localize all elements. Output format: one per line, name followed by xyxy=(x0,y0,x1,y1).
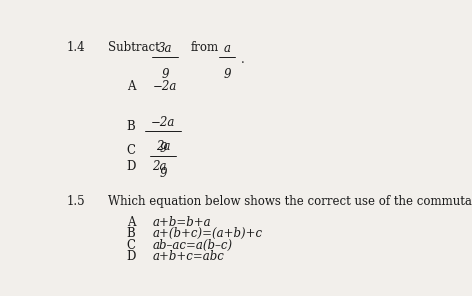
Text: a+b=b+a: a+b=b+a xyxy=(152,216,211,229)
Text: D: D xyxy=(126,250,136,263)
Text: 2a: 2a xyxy=(156,141,170,153)
Text: Which equation below shows the correct use of the commutative property?: Which equation below shows the correct u… xyxy=(109,195,472,208)
Text: C: C xyxy=(126,239,135,252)
Text: 9: 9 xyxy=(224,68,231,81)
Text: B: B xyxy=(126,120,135,133)
Text: A: A xyxy=(126,80,135,93)
Text: 3a: 3a xyxy=(158,42,172,55)
Text: ab–ac=a(b–c): ab–ac=a(b–c) xyxy=(152,239,232,252)
Text: C: C xyxy=(126,144,135,157)
Text: B: B xyxy=(126,227,135,240)
Text: a: a xyxy=(224,42,231,55)
Text: a+(b+c)=(a+b)+c: a+(b+c)=(a+b)+c xyxy=(152,227,262,240)
Text: A: A xyxy=(126,216,135,229)
Text: .: . xyxy=(241,53,245,66)
Text: 9: 9 xyxy=(160,142,167,155)
Text: 2a: 2a xyxy=(152,160,167,173)
Text: 9: 9 xyxy=(161,68,169,81)
Text: −2a: −2a xyxy=(152,80,177,93)
Text: from: from xyxy=(191,41,219,54)
Text: 1.5: 1.5 xyxy=(66,195,85,208)
Text: 9: 9 xyxy=(160,167,167,180)
Text: 1.4: 1.4 xyxy=(66,41,85,54)
Text: Subtract: Subtract xyxy=(109,41,160,54)
Text: −2a: −2a xyxy=(151,116,176,129)
Text: D: D xyxy=(126,160,136,173)
Text: a+b+c=abc: a+b+c=abc xyxy=(152,250,224,263)
